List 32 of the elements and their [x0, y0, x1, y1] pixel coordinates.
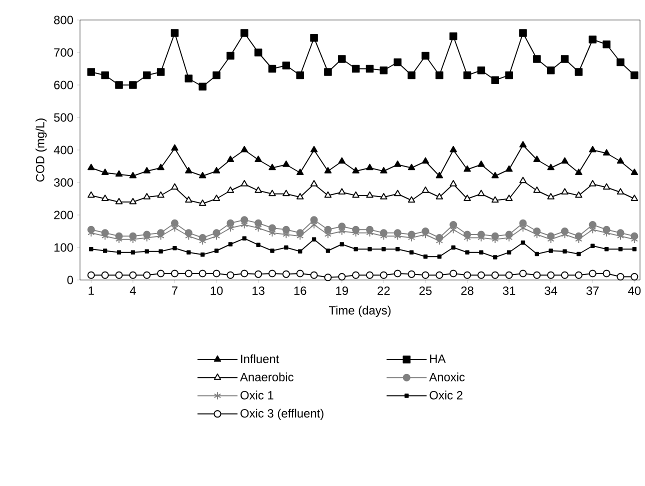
legend-label: Oxic 3 (effluent) [240, 408, 324, 420]
x-tick-label: 34 [544, 286, 558, 295]
y-tick-label: 700 [54, 48, 74, 57]
x-tick-label: 16 [294, 286, 306, 295]
x-tick-label: 37 [586, 286, 599, 295]
y-tick-label: 200 [54, 210, 74, 220]
y-tick-label: 100 [54, 243, 74, 252]
legend-label: Oxic 2 [430, 390, 462, 400]
x-tick-label: 22 [378, 286, 390, 295]
y-axis-title: COD (mg/L) [36, 118, 47, 182]
x-tick-label: 4 [130, 286, 136, 295]
legend-label: Anaerobic [240, 372, 294, 382]
y-tick-label: 0 [67, 276, 74, 284]
x-tick-label: 25 [419, 286, 432, 295]
x-tick-label: 28 [461, 286, 474, 295]
x-tick-label: 19 [336, 286, 348, 295]
legend-label: Anoxic [429, 372, 465, 382]
x-tick-label: 13 [252, 286, 264, 295]
legend-label: Influent [241, 354, 280, 364]
x-axis-title: Time (days) [328, 306, 391, 317]
x-tick-label: 7 [172, 286, 178, 295]
y-tick-label: 600 [54, 80, 74, 90]
legend-label: HA [430, 354, 446, 363]
x-tick-label: 31 [502, 286, 516, 295]
x-tick-label: 1 [88, 286, 94, 295]
x-tick-label: 10 [210, 286, 223, 295]
legend-label: Oxic 1 [240, 390, 274, 400]
y-tick-label: 400 [54, 146, 74, 154]
x-tick-label: 40 [628, 286, 641, 295]
y-tick-label: 500 [54, 113, 74, 122]
y-tick-label: 300 [54, 178, 74, 187]
y-tick-label: 800 [54, 16, 74, 24]
